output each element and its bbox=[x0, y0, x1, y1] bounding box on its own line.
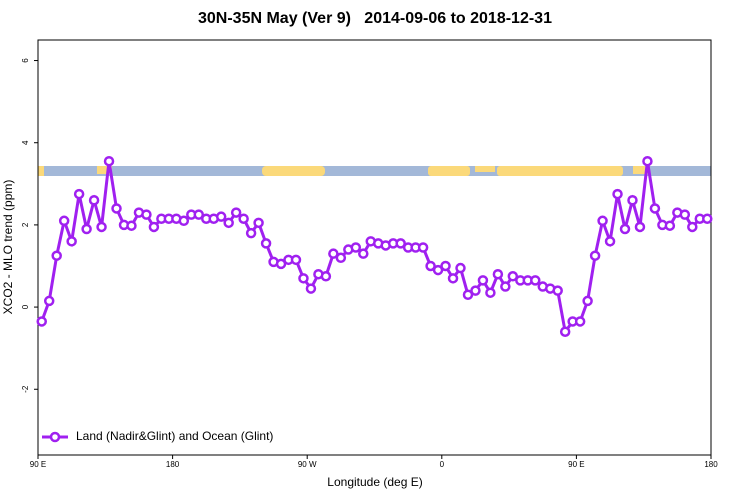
x-tick-label: 0 bbox=[440, 460, 445, 469]
data-point bbox=[627, 194, 638, 206]
y-tick-label: 0 bbox=[21, 304, 30, 309]
data-point bbox=[103, 155, 115, 167]
data-point bbox=[81, 223, 92, 235]
data-point bbox=[477, 275, 489, 286]
chart-title: 30N-35N May (Ver 9) 2014-09-06 to 2018-1… bbox=[198, 10, 552, 27]
data-point bbox=[649, 203, 661, 214]
data-point bbox=[126, 220, 137, 231]
data-point bbox=[215, 211, 227, 222]
x-tick-label: 90 E bbox=[30, 460, 46, 469]
x-tick-label: 180 bbox=[166, 460, 180, 469]
data-point bbox=[597, 215, 608, 227]
data-point bbox=[492, 268, 504, 280]
data-point bbox=[455, 262, 466, 274]
data-point bbox=[619, 223, 631, 235]
data-point bbox=[238, 213, 249, 224]
data-point bbox=[148, 221, 160, 233]
data-point bbox=[589, 250, 601, 261]
data-point bbox=[500, 281, 511, 292]
data-point bbox=[507, 271, 519, 282]
x-tick-label: 90 W bbox=[298, 460, 317, 469]
land-strip bbox=[38, 166, 44, 176]
data-point bbox=[530, 275, 541, 286]
data-point bbox=[66, 236, 77, 247]
data-point bbox=[305, 283, 317, 294]
data-point bbox=[559, 326, 571, 337]
data-point bbox=[358, 248, 369, 259]
data-point bbox=[58, 215, 70, 227]
data-point bbox=[328, 248, 339, 259]
data-point bbox=[462, 289, 474, 301]
data-point bbox=[604, 236, 616, 247]
data-point bbox=[425, 260, 436, 272]
data-point bbox=[582, 295, 593, 307]
data-point bbox=[320, 271, 332, 282]
data-point bbox=[440, 260, 451, 272]
data-point bbox=[51, 250, 62, 261]
data-point bbox=[290, 254, 302, 266]
data-point bbox=[417, 242, 429, 253]
plot-frame bbox=[37, 39, 712, 456]
data-point bbox=[664, 220, 676, 231]
data-point bbox=[193, 209, 205, 220]
data-point bbox=[253, 217, 264, 229]
data-point bbox=[96, 221, 107, 233]
data-point bbox=[350, 242, 362, 253]
data-point bbox=[43, 295, 55, 307]
data-point bbox=[178, 215, 190, 227]
data-point bbox=[642, 155, 653, 167]
data-point bbox=[634, 221, 646, 233]
data-point bbox=[612, 188, 623, 200]
data-point bbox=[298, 273, 309, 284]
land-strip bbox=[497, 166, 623, 176]
land-strip bbox=[97, 166, 112, 174]
land-strip bbox=[428, 166, 470, 176]
y-axis-label: XCO2 - MLO trend (ppm) bbox=[1, 180, 15, 315]
data-point bbox=[679, 209, 691, 220]
data-point bbox=[335, 252, 347, 264]
ocean-strip bbox=[38, 166, 711, 176]
data-point bbox=[245, 227, 257, 239]
data-point bbox=[485, 287, 496, 298]
x-tick-label: 90 E bbox=[568, 460, 584, 469]
data-point bbox=[687, 221, 698, 233]
land-strip bbox=[262, 166, 325, 176]
land-strip bbox=[633, 166, 649, 174]
x-axis-label: Longitude (deg E) bbox=[327, 475, 422, 489]
data-point bbox=[395, 238, 406, 249]
legend-marker bbox=[49, 431, 61, 443]
land-strip bbox=[475, 166, 495, 172]
y-tick-label: -2 bbox=[21, 385, 30, 393]
y-tick-label: 6 bbox=[21, 58, 30, 63]
data-point bbox=[260, 238, 272, 249]
data-point bbox=[552, 285, 563, 296]
data-point bbox=[275, 258, 287, 270]
data-point bbox=[111, 203, 122, 214]
y-tick-label: 2 bbox=[21, 222, 30, 227]
data-point bbox=[88, 194, 100, 206]
data-point bbox=[702, 213, 713, 224]
legend-label: Land (Nadir&Glint) and Ocean (Glint) bbox=[76, 429, 273, 443]
y-tick-label: 4 bbox=[21, 140, 30, 145]
data-point bbox=[432, 264, 444, 276]
data-point bbox=[230, 207, 242, 218]
data-point bbox=[223, 217, 234, 229]
x-tick-label: 180 bbox=[704, 460, 718, 469]
data-point bbox=[447, 273, 459, 284]
data-point bbox=[470, 285, 481, 296]
land-ocean-strip bbox=[38, 166, 711, 176]
data-point bbox=[574, 316, 586, 327]
data-point bbox=[36, 316, 47, 327]
data-point bbox=[141, 209, 152, 220]
data-point bbox=[73, 188, 85, 200]
